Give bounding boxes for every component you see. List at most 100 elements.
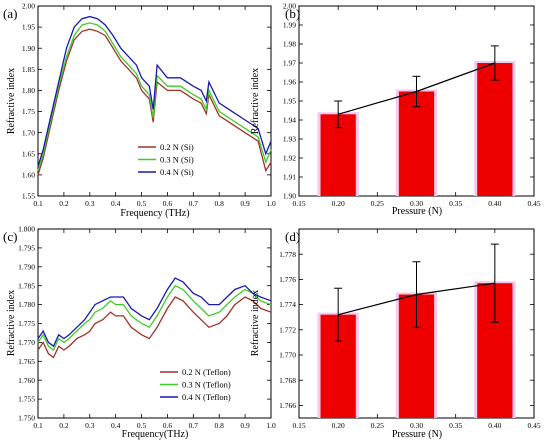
x-tick-label: 0.35: [449, 199, 462, 208]
series-line-3: [37, 277, 272, 348]
x-tick-label: 0.6: [163, 421, 173, 430]
x-tick-label: 0.45: [527, 421, 540, 430]
y-tick-label: 2.00: [22, 2, 35, 11]
x-tick-label: 0.4: [111, 421, 121, 430]
x-tick-label: 0.1: [33, 199, 43, 208]
x-tick-label: 0.15: [292, 421, 305, 430]
bar: [398, 91, 435, 196]
x-tick-label: 0.20: [332, 199, 345, 208]
x-tick-label: 0.40: [488, 421, 501, 430]
y-tick-label: 1.92: [283, 154, 296, 163]
x-tick-label: 0.4: [111, 199, 121, 208]
panel-c: 0.1 0.2 0.3 0.4 0.5 0.6 0.7 0.8 0.9 1.0 1.750 1.755…: [3, 225, 276, 440]
x-axis-label: Pressure (N): [392, 429, 442, 440]
x-tick-label: 0.40: [488, 199, 501, 208]
y-tick-label: 1.795: [18, 244, 35, 253]
y-tick-label: 1.99: [283, 21, 296, 30]
legend-entry: 0.2 N (Si): [160, 142, 194, 152]
x-tick-label: 0.1: [33, 421, 43, 430]
panel-label: (b): [285, 6, 300, 21]
x-tick-label: 0.8: [215, 199, 225, 208]
y-tick-label: 1.770: [279, 351, 296, 360]
y-tick-label: 1.774: [279, 300, 296, 309]
y-axis-label: Refractive index: [6, 290, 17, 356]
y-tick-label: 1.755: [18, 395, 35, 404]
trend-line: [338, 282, 495, 316]
y-tick-label: 1.60: [22, 170, 35, 179]
x-tick-label: 0.45: [527, 199, 540, 208]
y-tick-label: 1.775: [18, 319, 35, 328]
y-tick-label: 1.778: [279, 250, 296, 259]
y-tick-label: 2.00: [283, 2, 296, 11]
legend-entry: 0.4 N (Teflon): [182, 392, 231, 402]
x-tick-label: 0.3: [85, 421, 95, 430]
x-tick-label: 0.7: [189, 421, 199, 430]
y-tick-label: 1.750: [18, 414, 35, 423]
y-axis-label: Refractive index: [250, 290, 261, 356]
x-tick-label: 1.0: [266, 421, 276, 430]
y-axis-label: Refractive index: [6, 68, 17, 134]
series-line-1: [37, 28, 272, 176]
bar: [477, 63, 513, 196]
y-tick-label: 1.780: [18, 300, 35, 309]
y-tick-label: 1.97: [283, 59, 296, 68]
x-tick-label: 0.9: [240, 421, 250, 430]
plot-frame: [37, 228, 272, 419]
x-tick-label: 0.5: [137, 421, 147, 430]
y-tick-label: 1.95: [283, 97, 296, 106]
panel-label: (a): [3, 6, 17, 21]
panel-d: 0.15 0.20 0.25 0.30 0.35 0.40 0.45 1.766 1.768 1.…: [250, 228, 541, 440]
panel-a: 0.1 0.2 0.3 0.4 0.5 0.6 0.7 0.8 0.9 1.0 1.55 1.60 1.…: [3, 2, 276, 219]
y-tick-label: 1.70: [22, 128, 35, 137]
series-line-3: [37, 15, 272, 167]
x-tick-label: 0.6: [163, 199, 173, 208]
series-line-2: [37, 22, 272, 171]
x-tick-label: 0.30: [410, 199, 423, 208]
y-axis-label: Refractive index: [250, 68, 261, 134]
y-tick-label: 1.96: [283, 78, 296, 87]
x-tick-label: 0.9: [240, 199, 250, 208]
x-tick-label: 0.30: [410, 421, 423, 430]
x-tick-label: 0.3: [85, 199, 95, 208]
y-tick-label: 1.785: [18, 281, 35, 290]
x-tick-label: 0.7: [189, 199, 199, 208]
panel-label: (d): [285, 229, 300, 244]
panel-label: (c): [3, 229, 17, 244]
x-axis-label: Pressure (N): [392, 206, 442, 217]
x-tick-label: 0.15: [292, 199, 305, 208]
y-tick-label: 1.776: [279, 275, 296, 284]
series-line-1: [37, 296, 272, 359]
y-tick-label: 1.80: [22, 86, 35, 95]
y-tick-label: 1.90: [22, 44, 35, 53]
x-tick-label: 0.25: [371, 421, 384, 430]
x-axis-label: Frequency(THz): [122, 429, 189, 440]
trend-line: [338, 62, 496, 115]
x-tick-label: 1.0: [266, 199, 276, 208]
y-tick-label: 1.772: [279, 325, 296, 334]
y-tick-label: 1.800: [18, 225, 35, 234]
y-tick-label: 1.766: [279, 401, 296, 410]
y-tick-label: 1.98: [283, 40, 296, 49]
x-tick-label: 0.8: [215, 421, 225, 430]
y-tick-label: 1.85: [22, 65, 35, 74]
y-tick-label: 1.91: [283, 173, 296, 182]
y-tick-label: 1.95: [22, 23, 35, 32]
y-tick-label: 1.765: [18, 357, 35, 366]
y-tick-label: 1.75: [22, 107, 35, 116]
legend-entry: 0.3 N (Si): [160, 155, 194, 165]
y-tick-label: 1.768: [279, 376, 296, 385]
y-tick-label: 1.93: [283, 135, 296, 144]
plot-frame: [37, 5, 272, 197]
y-tick-label: 1.55: [22, 192, 35, 201]
y-tick-label: 1.760: [18, 376, 35, 385]
legend-entry: 0.2 N (Teflon): [182, 367, 231, 377]
x-tick-label: 0.2: [59, 421, 69, 430]
y-tick-label: 1.790: [18, 262, 35, 271]
series-line-2: [37, 284, 272, 352]
y-tick-label: 1.94: [283, 116, 296, 125]
legend-entry: 0.3 N (Teflon): [182, 380, 231, 390]
y-tick-label: 1.90: [283, 192, 296, 201]
x-tick-label: 0.35: [449, 421, 462, 430]
legend-entry: 0.4 N (Si): [160, 167, 194, 177]
